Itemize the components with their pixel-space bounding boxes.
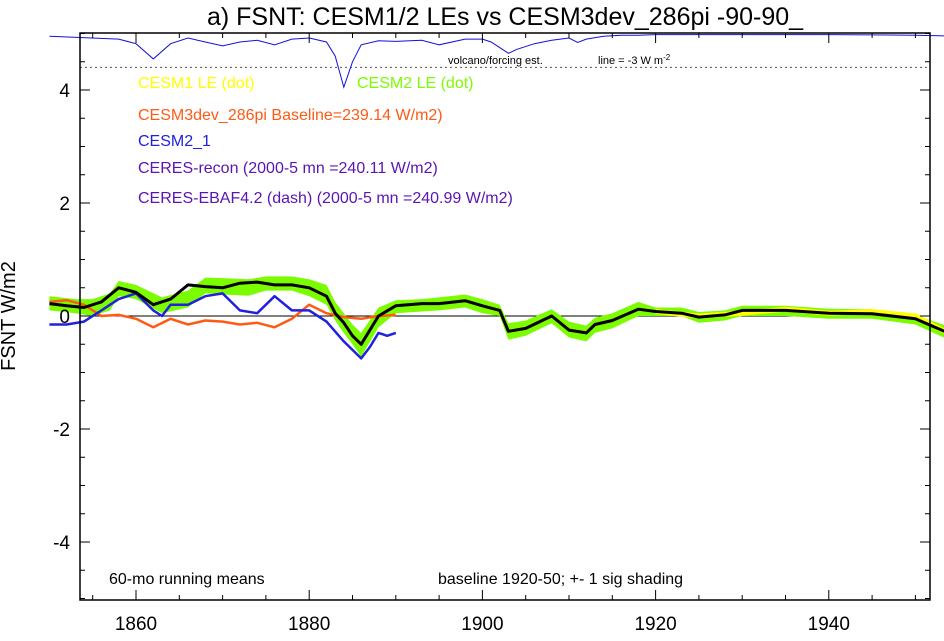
series-cesm1-le-dot	[655, 306, 944, 334]
line-equation-annotation: line = -3 W m-2	[598, 53, 671, 67]
x-tick-label: 1900	[461, 614, 503, 635]
legend-item-ceres-recon-2000-5-mn-240-11-w-m2: CERES-recon (2000-5 mn =240.11 W/m2)	[138, 160, 438, 177]
y-tick-label: -2	[53, 420, 70, 441]
legend-item-cesm2-le-dot: CESM2 LE (dot)	[357, 75, 473, 92]
line-equation-text: line = -3 W m	[598, 55, 663, 67]
y-tick-label: -4	[53, 533, 70, 554]
y-tick-label: 2	[59, 194, 70, 215]
x-tick-label: 1920	[634, 614, 676, 635]
x-tick-label: 1940	[808, 614, 850, 635]
y-tick-label: 4	[59, 81, 70, 102]
x-tick-label: 1860	[115, 614, 157, 635]
series-volcano-forcing	[49, 34, 944, 89]
legend-item-cesm3dev-286pi-baseline-239-14-w-m2: CESM3dev_286pi Baseline=239.14 W/m2)	[138, 107, 443, 124]
series-cesm2-le-dot-band	[49, 276, 944, 357]
legend-item-cesm2-1: CESM2_1	[138, 133, 211, 150]
running-mean-note: 60-mo running means	[109, 571, 265, 588]
legend-item-cesm1-le-dot: CESM1 LE (dot)	[138, 75, 254, 92]
legend: CESM1 LE (dot) CESM2 LE (dot) CESM3dev_286…	[138, 75, 513, 207]
x-tick-label: 1880	[288, 614, 330, 635]
baseline-note: baseline 1920-50; +- 1 sig shading	[438, 571, 683, 588]
line-equation-superscript: -2	[663, 53, 671, 62]
y-tick-label: 0	[59, 307, 70, 328]
y-axis-label: FSNT W/m2	[0, 261, 20, 371]
legend-item-ceres-ebaf4-2-dash-2000-5-mn-240-99-w-m2: CERES-EBAF4.2 (dash) (2000-5 mn =240.99 …	[138, 190, 513, 207]
chart-title: a) FSNT: CESM1/2 LEs vs CESM3dev_286pi -…	[207, 3, 804, 31]
volcano-annotation: volcano/forcing est.	[448, 55, 543, 67]
series-cesm2-1	[49, 292, 397, 360]
series-ensemble-mean	[49, 280, 944, 346]
